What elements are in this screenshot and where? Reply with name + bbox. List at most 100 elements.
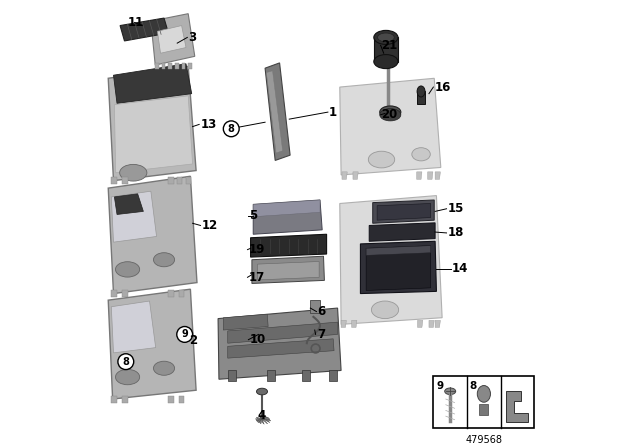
Polygon shape [122,177,127,184]
Text: 10: 10 [250,333,266,346]
Polygon shape [122,289,127,297]
Polygon shape [262,417,270,419]
Polygon shape [108,289,196,399]
Text: 1: 1 [329,106,337,119]
Text: 16: 16 [434,81,451,94]
Ellipse shape [445,388,456,395]
Text: 479568: 479568 [465,435,502,445]
Polygon shape [262,416,268,419]
Text: 21: 21 [381,39,398,52]
Text: 15: 15 [447,202,464,215]
Polygon shape [372,200,434,223]
Polygon shape [253,200,320,217]
Polygon shape [369,223,435,241]
Bar [228,370,236,381]
Text: 11: 11 [127,16,144,29]
Ellipse shape [154,361,175,375]
Polygon shape [360,241,436,293]
Polygon shape [351,320,357,327]
Polygon shape [188,63,192,69]
Text: 5: 5 [249,209,257,222]
Circle shape [223,121,239,137]
Ellipse shape [374,30,398,44]
Bar [479,404,488,415]
Bar [433,376,534,427]
Polygon shape [259,416,262,419]
Text: 7: 7 [317,328,326,341]
Polygon shape [428,172,433,179]
Polygon shape [435,172,440,179]
Polygon shape [429,320,434,327]
Bar [268,370,275,381]
Text: 14: 14 [452,262,468,275]
Polygon shape [108,66,196,181]
Text: 8: 8 [122,357,129,366]
Polygon shape [113,64,192,103]
Ellipse shape [417,86,425,97]
Polygon shape [177,177,182,184]
Ellipse shape [154,253,175,267]
Bar [417,91,424,104]
Ellipse shape [380,106,401,118]
Polygon shape [265,63,290,160]
Ellipse shape [477,386,490,402]
Polygon shape [179,289,184,297]
Bar [374,38,398,61]
Polygon shape [186,177,191,184]
Polygon shape [108,176,197,293]
Polygon shape [417,320,423,327]
Ellipse shape [257,388,268,395]
Text: 3: 3 [188,31,196,44]
Bar [329,370,337,381]
Polygon shape [115,96,193,173]
Ellipse shape [378,33,394,42]
Polygon shape [251,234,326,257]
Polygon shape [157,26,186,53]
Polygon shape [168,63,172,69]
Polygon shape [168,177,173,184]
Text: 6: 6 [317,305,326,318]
Polygon shape [377,203,431,220]
Text: 13: 13 [200,118,217,131]
Polygon shape [262,419,268,424]
Text: 8: 8 [228,124,235,134]
Polygon shape [341,320,346,327]
Text: 18: 18 [447,226,464,239]
Polygon shape [156,63,159,69]
Polygon shape [258,262,319,280]
Circle shape [118,354,134,370]
Polygon shape [175,63,179,69]
Polygon shape [262,419,264,424]
Polygon shape [340,196,442,324]
Text: 20: 20 [381,108,398,121]
Text: 2: 2 [189,334,197,347]
Polygon shape [182,63,185,69]
Polygon shape [259,419,262,424]
Polygon shape [506,391,529,422]
Polygon shape [256,417,262,419]
Text: 9: 9 [436,381,443,391]
Polygon shape [417,172,422,179]
Text: 17: 17 [249,271,265,284]
Polygon shape [228,339,334,358]
Polygon shape [262,419,270,422]
Polygon shape [262,415,264,419]
Polygon shape [353,172,358,179]
Polygon shape [151,14,195,65]
Polygon shape [435,320,440,327]
Bar [310,300,320,313]
Polygon shape [366,246,431,255]
Polygon shape [179,396,184,402]
Polygon shape [228,322,337,343]
Text: 9: 9 [181,329,188,340]
Polygon shape [111,191,157,242]
Polygon shape [218,308,341,379]
Ellipse shape [115,262,140,277]
Polygon shape [342,172,348,179]
Circle shape [177,327,193,342]
Text: 12: 12 [202,219,218,232]
Bar [303,370,310,381]
Polygon shape [223,314,268,330]
Text: 4: 4 [258,409,266,422]
Polygon shape [122,396,127,402]
